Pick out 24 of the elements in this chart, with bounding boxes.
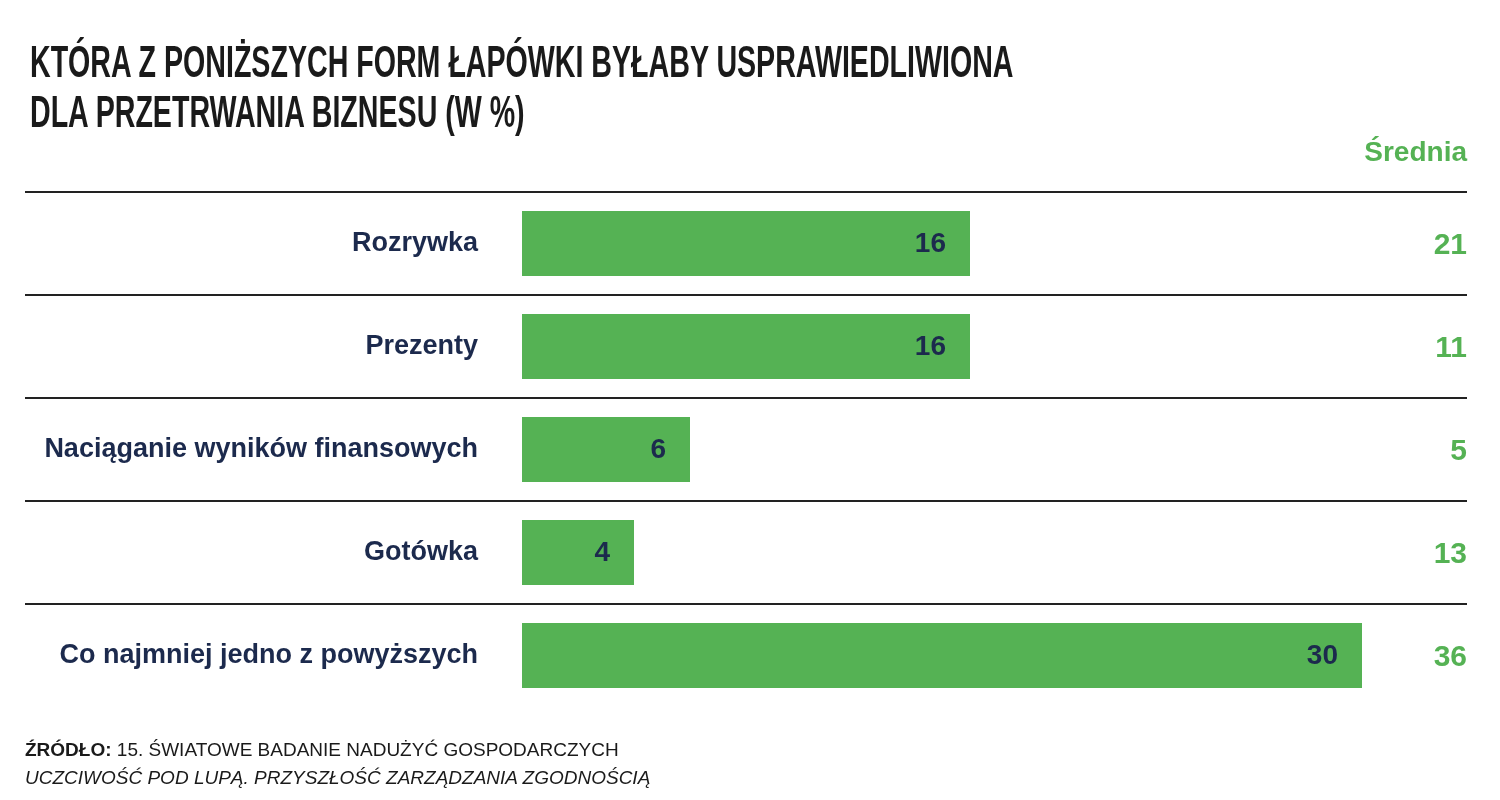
- y-tick-label: Gotówka: [363, 535, 479, 566]
- data-label: 6: [650, 433, 666, 465]
- data-label: 13: [1433, 535, 1467, 569]
- bar: [522, 417, 690, 482]
- y-tick-label: Co najmniej jedno z powyższych: [59, 638, 478, 669]
- data-label: 21: [1433, 226, 1467, 260]
- chart-title: KTÓRA Z PONIŻSZYCH FORM ŁAPÓWKI BYŁABY USPRAWIEDLIWIONA DLA PRZETRWANIA BIZNESU (W %): [30, 37, 1014, 137]
- y-tick-label: Prezenty: [365, 329, 478, 360]
- text: Średnia: [1364, 136, 1467, 167]
- data-label: 30: [1306, 639, 1338, 671]
- text: ŹRÓDŁO: 15. ŚWIATOWE BADANIE NADUŻYĆ GOSPODARCZYCH: [25, 739, 619, 760]
- data-label: 16: [914, 330, 946, 362]
- bar: [522, 623, 1362, 688]
- data-label: 4: [594, 536, 611, 568]
- text: UCZCIWOŚĆ POD LUPĄ. PRZYSZŁOŚĆ ZARZĄDZANIA ZGODNOŚCIĄ: [25, 766, 651, 790]
- bar: [522, 314, 970, 379]
- data-label: 36: [1433, 638, 1467, 672]
- data-label: 5: [1450, 432, 1467, 466]
- bar: [522, 211, 970, 276]
- y-tick-label: Naciąganie wyników finansowych: [44, 432, 478, 463]
- data-label: 16: [914, 227, 946, 259]
- y-tick-label: Rozrywka: [351, 226, 479, 257]
- data-label: 11: [1435, 329, 1467, 363]
- bar: [522, 520, 634, 585]
